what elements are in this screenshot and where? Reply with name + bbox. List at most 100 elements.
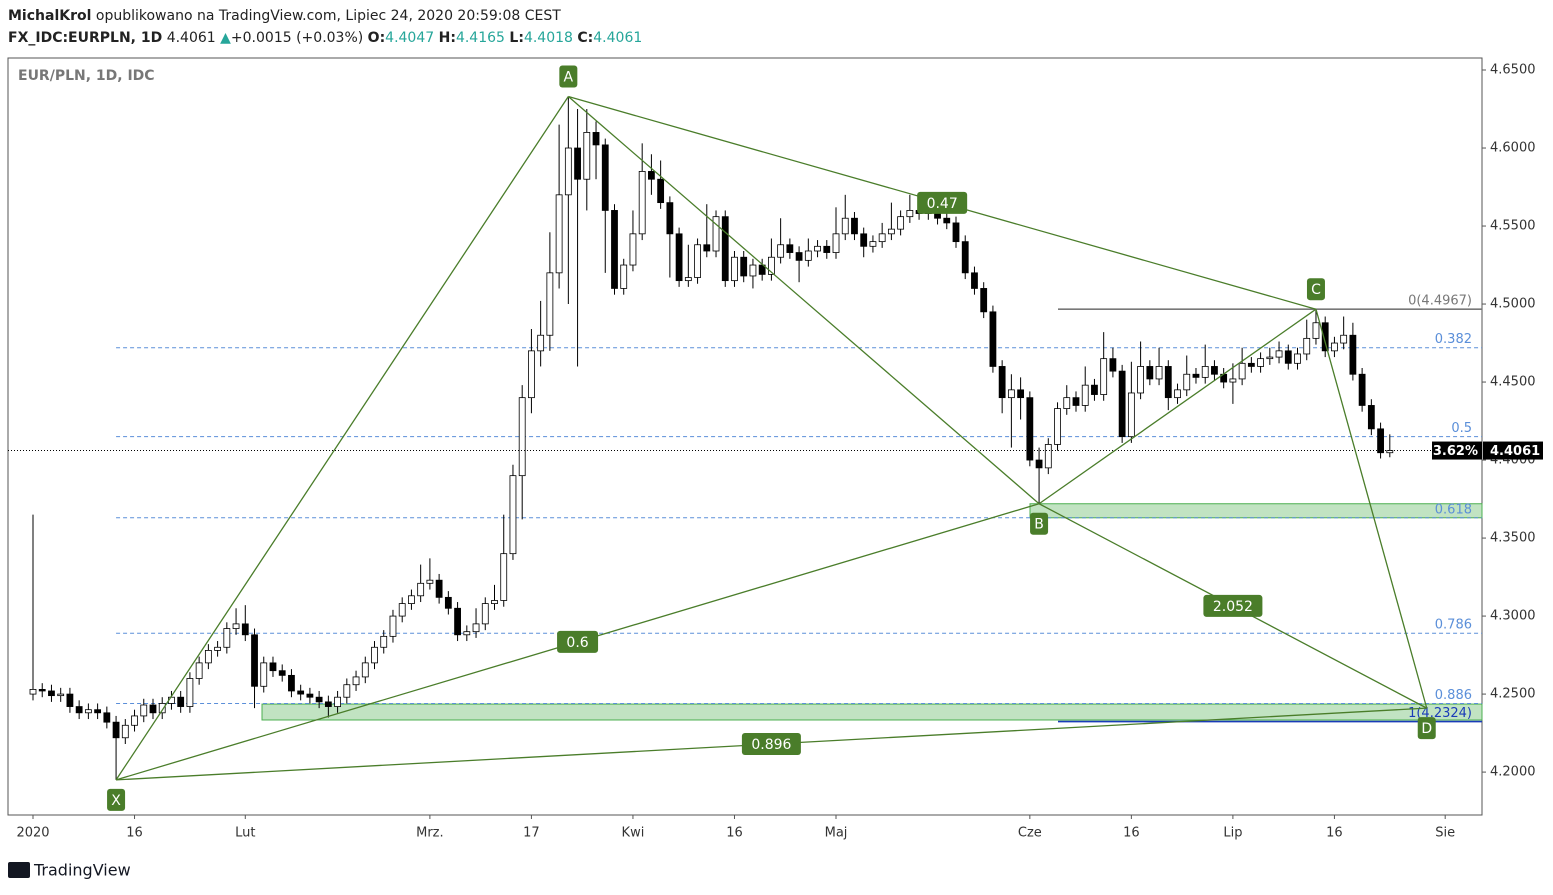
pattern-leg <box>567 96 1040 505</box>
candle-body <box>500 553 508 601</box>
candle-body <box>361 662 369 678</box>
fib-label: 0.618 <box>1435 502 1472 517</box>
symbol: FX_IDC:EURPLN, 1D <box>8 30 162 46</box>
published: opublikowano na TradingView.com, Lipiec … <box>96 8 561 24</box>
change: +0.0015 (+0.03%) <box>231 30 363 46</box>
point-label: D <box>1421 721 1432 737</box>
candle-body <box>398 603 406 617</box>
candle-body <box>611 210 618 289</box>
candle-body <box>1294 353 1301 364</box>
candle-body <box>694 244 701 278</box>
candle-body <box>1367 405 1375 430</box>
y-tick-label: 4.2000 <box>1490 765 1536 780</box>
candle-body <box>638 171 646 235</box>
ratio-label: 0.6 <box>566 635 588 651</box>
candle-body <box>1238 362 1246 380</box>
candle-body <box>306 693 314 698</box>
candle-body <box>1192 373 1200 378</box>
candle-body <box>408 595 415 604</box>
low-value: 4.4018 <box>524 30 573 46</box>
candle-body <box>620 264 628 289</box>
candle-body <box>371 646 378 664</box>
candle-body <box>897 216 905 230</box>
candle-body <box>472 623 480 633</box>
point-box <box>1030 512 1049 535</box>
footer-logo: TradingView <box>8 861 131 880</box>
candle-body <box>1257 358 1264 367</box>
candle-body <box>740 256 748 277</box>
ratio-box <box>741 733 801 756</box>
candle-body <box>1331 342 1338 352</box>
candle-body <box>1183 373 1191 391</box>
x-tick-label: Kwi <box>622 826 645 841</box>
low-label: L: <box>509 30 524 46</box>
candle-body <box>648 171 655 180</box>
candle-body <box>1229 378 1237 383</box>
candle-body <box>1054 408 1061 445</box>
candle-body <box>943 217 951 224</box>
point-box <box>107 788 126 811</box>
candle-body <box>675 233 683 282</box>
candle-body <box>971 272 978 289</box>
candle-body <box>712 216 720 252</box>
candle-body <box>814 245 821 252</box>
candle-body <box>417 582 425 597</box>
candle-body <box>546 272 554 336</box>
candle-body <box>629 233 637 266</box>
candle-body <box>269 662 277 672</box>
candle-body <box>1312 322 1320 339</box>
footer-text: TradingView <box>33 861 131 880</box>
candle-body <box>528 350 535 399</box>
candle-body <box>851 217 858 235</box>
ratio-box <box>557 630 599 653</box>
x-tick-label: 16 <box>1326 826 1343 841</box>
candle-body <box>195 662 203 679</box>
legend-title: EUR/PLN, 1D, IDC <box>18 68 155 84</box>
candle-body <box>1211 366 1218 375</box>
candle-body <box>463 631 471 636</box>
x-tick-label: Lip <box>1223 826 1242 841</box>
candle-body <box>1109 358 1117 372</box>
candle-body <box>177 696 185 707</box>
candle-body <box>777 244 785 258</box>
point-label: C <box>1311 282 1321 298</box>
ratio-label: 0.896 <box>751 737 791 753</box>
candle-body <box>389 615 397 637</box>
candle-body <box>509 475 517 555</box>
candle-body <box>334 696 341 707</box>
candle-body <box>518 397 526 477</box>
ratio-box <box>917 191 968 214</box>
candle-body <box>1127 392 1135 438</box>
candle-body <box>121 724 129 739</box>
candle-body <box>288 674 295 692</box>
x-tick-label: 2020 <box>16 826 49 841</box>
candle-body <box>1266 356 1274 360</box>
high-label: H: <box>439 30 456 46</box>
candle-body <box>278 670 286 676</box>
candle-body <box>1284 350 1292 364</box>
candle-body <box>564 147 572 196</box>
candle-body <box>1017 389 1025 399</box>
fib-label: 0.786 <box>1435 618 1472 633</box>
candle-body <box>1100 358 1108 395</box>
point-label: B <box>1034 517 1044 533</box>
candle-body <box>66 693 74 707</box>
candle-body <box>878 233 886 243</box>
candle-body <box>140 704 148 717</box>
candle-body <box>961 241 969 274</box>
candle-body <box>952 222 960 243</box>
change-tag-label: 3.62% <box>1433 444 1478 459</box>
candle-body <box>1137 366 1144 394</box>
candle-body <box>1091 384 1098 395</box>
y-tick-label: 4.6000 <box>1490 141 1536 156</box>
point-label: A <box>564 70 574 86</box>
candle-body <box>491 600 498 604</box>
candle-body <box>574 147 581 180</box>
candle-body <box>832 233 840 253</box>
fib-label: 0(4.4967) <box>1408 294 1472 309</box>
y-tick-label: 4.4500 <box>1490 375 1536 390</box>
candle-body <box>555 194 563 274</box>
candle-body <box>454 607 461 636</box>
